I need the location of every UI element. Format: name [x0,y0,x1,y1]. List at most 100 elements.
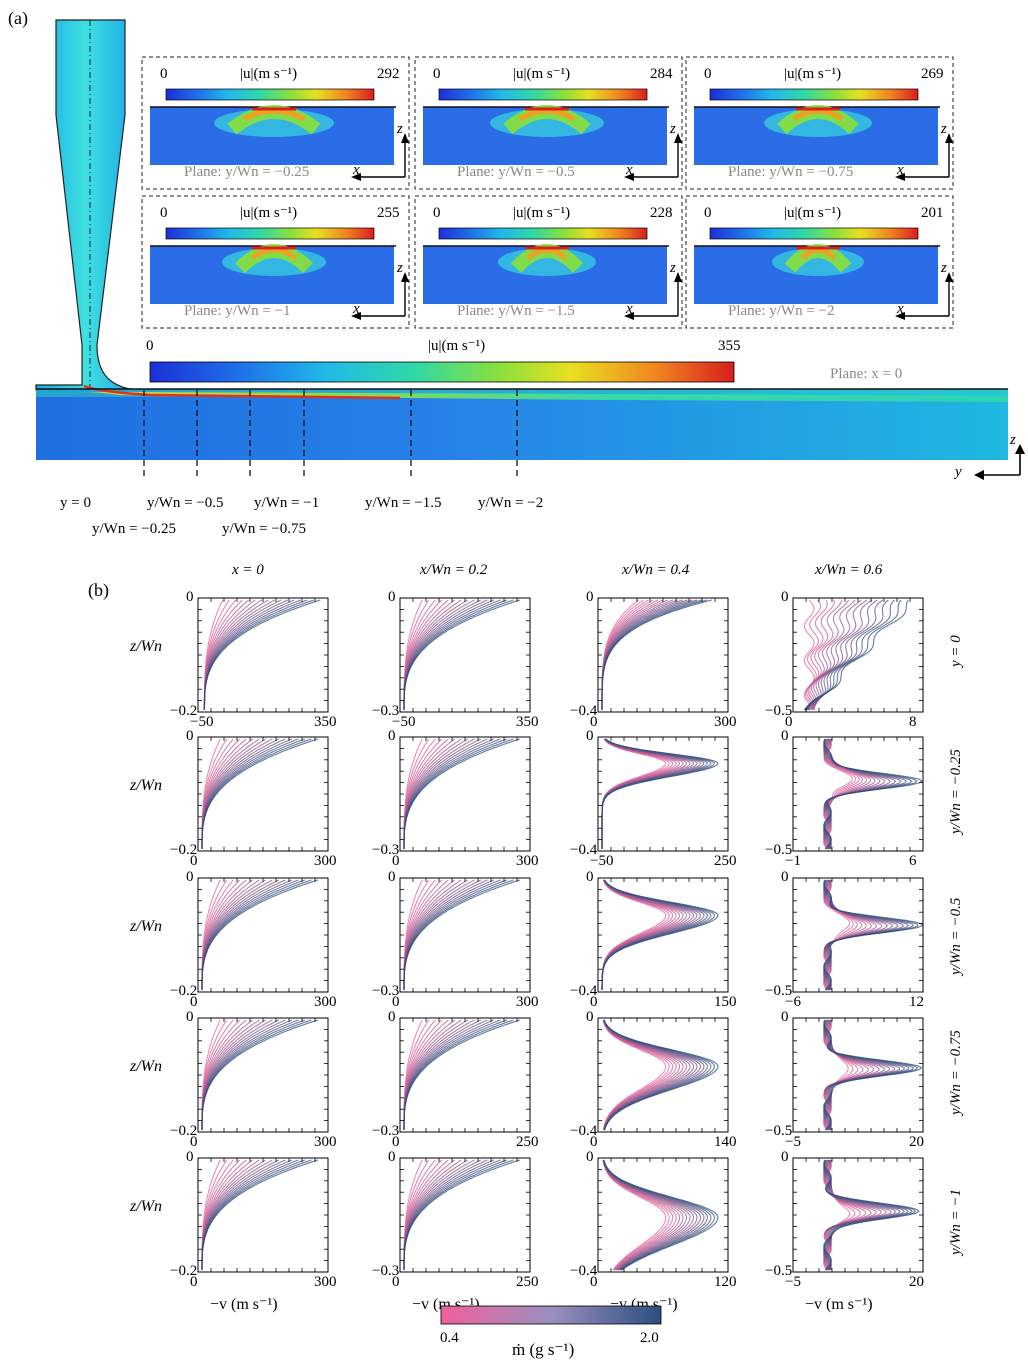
profile-curve [804,599,822,711]
col-title-1: x/Wn = 0.2 [420,562,488,578]
xtick-left-r0-c3: 0 [785,714,793,730]
ytick-bot-r2-c2: −0.4 [570,983,598,999]
xtick-right-r2-c1: 300 [516,994,539,1010]
ytick-bot-r2-c0: −0.2 [170,983,198,999]
xtick-left-r0-c1: −50 [392,714,416,730]
profile-plot-r2-c0 [197,877,329,993]
inset-1-cbar-max: 284 [650,66,673,82]
profile-plot-r2-c2 [597,877,729,993]
row-title-4: y/Wn = −1 [948,1188,964,1255]
ytick-top-r3-c2: 0 [586,1009,594,1025]
inset-0-axis-x: x [353,162,360,178]
profile-plot-r0-c2 [597,597,729,713]
ytick-top-r1-c3: 0 [781,728,789,744]
col-title-2: x/Wn = 0.4 [622,562,690,578]
plane-ywn-1: y/Wn = −1 [254,495,320,511]
inset-5-plane: Plane: y/Wn = −2 [728,303,835,319]
xtick-left-r4-c3: −5 [785,1274,801,1290]
ytick-bot-r1-c3: −0.5 [765,842,793,858]
profile-curve [809,599,843,711]
profile-curve [823,1159,920,1271]
profile-curve [601,879,719,990]
xtick-right-r0-c2: 300 [714,714,737,730]
profile-curve [603,1159,715,1271]
ytick-top-r0-c2: 0 [586,589,594,605]
ytick-top-r4-c1: 0 [388,1149,396,1165]
inset-3-cbar-max: 255 [377,205,400,221]
profile-curve [803,599,884,711]
xlabel-c0: −v (m s⁻¹) [210,1296,278,1313]
ytick-top-r2-c0: 0 [186,869,194,885]
inset-0-cbar-max: 292 [377,66,400,82]
inset-1 [414,56,683,190]
inset-2-plane: Plane: y/Wn = −0.75 [728,164,854,180]
xtick-left-r3-c2: 0 [590,1134,598,1150]
inset-2-axis-z: z [941,121,947,137]
ytick-bot-r2-c1: −0.3 [372,983,400,999]
ytick-bot-r0-c3: −0.5 [765,703,793,719]
xtick-right-r0-c0: 350 [314,714,337,730]
xtick-left-r2-c1: 0 [392,994,400,1010]
profile-plot-r4-c0 [197,1157,329,1273]
col-title-3: x/Wn = 0.6 [815,562,883,578]
xtick-left-r0-c0: −50 [190,714,214,730]
main-cbar-max: 355 [718,338,741,354]
ytick-top-r3-c3: 0 [781,1009,789,1025]
profile-curve [804,599,873,711]
ytick-top-r0-c0: 0 [186,589,194,605]
xtick-right-r4-c0: 300 [314,1274,337,1290]
xtick-right-r3-c0: 300 [314,1134,337,1150]
profile-curve [403,738,521,849]
ytick-bot-r3-c1: −0.3 [372,1123,400,1139]
xtick-right-r1-c0: 300 [314,853,337,869]
profile-curve [823,879,889,991]
inset-0 [141,56,410,190]
profile-curve [823,738,918,850]
plane-ywn-0-25: y/Wn = −0.25 [92,521,176,537]
xtick-right-r0-c1: 350 [516,714,539,730]
ylabel-r0: z/Wn [130,638,162,655]
xtick-right-r2-c0: 300 [314,994,337,1010]
inset-4 [414,195,683,329]
inset-1-cbar-min: 0 [433,66,441,82]
xtick-right-r3-c3: 20 [909,1134,924,1150]
xtick-right-r4-c3: 20 [909,1274,924,1290]
profile-curve [806,599,828,711]
xtick-right-r3-c1: 250 [516,1134,539,1150]
inset-4-plane: Plane: y/Wn = −1.5 [457,303,575,319]
inset-5-axis-z: z [941,260,947,276]
main-plane-label: Plane: x = 0 [830,366,903,382]
profile-plot-r3-c3 [792,1017,924,1133]
xtick-right-r3-c2: 140 [714,1134,737,1150]
mdot-cbar-max: 2.0 [640,1330,659,1346]
inset-2 [685,56,954,190]
inset-4-axis-x: x [626,301,633,317]
xtick-left-r4-c2: 0 [590,1274,598,1290]
ytick-bot-r1-c1: −0.3 [372,842,400,858]
profile-curve [823,879,923,991]
ytick-top-r3-c1: 0 [388,1009,396,1025]
ytick-bot-r3-c2: −0.4 [570,1123,598,1139]
inset-3 [141,195,410,329]
profile-curve [603,1159,709,1271]
mdot-cbar-min: 0.4 [440,1330,459,1346]
ytick-bot-r3-c3: −0.5 [765,1123,793,1139]
ytick-bot-r1-c0: −0.2 [170,842,198,858]
profile-plot-r3-c1 [399,1017,531,1133]
inset-3-plane: Plane: y/Wn = −1 [184,303,291,319]
profile-curve [601,738,719,849]
main-cbar-min: 0 [146,338,154,354]
ytick-top-r2-c3: 0 [781,869,789,885]
xtick-left-r1-c0: 0 [190,853,198,869]
profile-plot-r0-c1 [399,597,531,713]
ytick-top-r1-c1: 0 [388,728,396,744]
row-title-1: y/Wn = −0.25 [948,749,964,834]
profile-curve [823,1019,923,1131]
ytick-top-r0-c1: 0 [388,589,396,605]
ylabel-r3: z/Wn [130,1058,162,1075]
xtick-left-r3-c0: 0 [190,1134,198,1150]
inset-4-cbar-min: 0 [433,205,441,221]
profile-plot-r3-c2 [597,1017,729,1133]
profile-plot-r4-c1 [399,1157,531,1273]
xlabel-c3: −v (m s⁻¹) [805,1296,873,1313]
